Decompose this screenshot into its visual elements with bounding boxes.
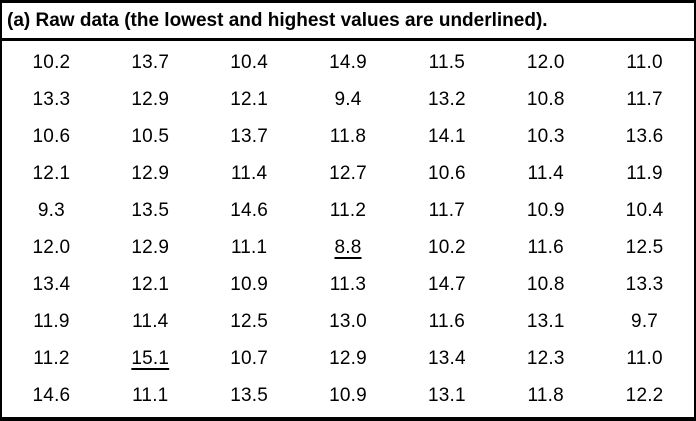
data-cell: 11.5 [428, 51, 466, 73]
data-cell-lowest: 8.8 [334, 236, 362, 258]
data-cell: 9.4 [334, 88, 362, 110]
data-cell: 13.3 [625, 273, 664, 295]
data-cell: 13.7 [131, 51, 170, 73]
data-cell: 13.1 [427, 384, 466, 406]
table-row: 10.6 10.5 13.7 11.8 14.1 10.3 13.6 [2, 118, 694, 155]
data-cell: 14.6 [32, 384, 71, 406]
data-cell: 11.4 [132, 310, 169, 332]
data-cell: 13.2 [427, 88, 466, 110]
table-row: 9.3 13.5 14.6 11.2 11.7 10.9 10.4 [2, 192, 694, 229]
data-cell: 12.0 [32, 236, 71, 258]
data-cell: 13.0 [329, 310, 367, 332]
data-cell: 10.4 [625, 199, 664, 221]
data-cell: 10.8 [526, 88, 565, 110]
data-cell: 10.6 [427, 162, 466, 184]
data-cell: 11.1 [230, 236, 268, 258]
data-cell: 12.9 [131, 236, 170, 258]
data-grid: 10.2 13.7 10.4 14.9 11.5 12.0 11.0 13.3 … [2, 41, 694, 417]
data-cell: 10.4 [230, 51, 269, 73]
data-cell: 11.7 [428, 199, 466, 221]
data-cell: 11.2 [329, 199, 367, 221]
table-row: 11.9 11.4 12.5 13.0 11.6 13.1 9.7 [2, 303, 694, 340]
data-cell: 11.8 [329, 125, 367, 147]
data-cell: 11.4 [527, 162, 564, 184]
data-cell: 13.4 [32, 273, 71, 295]
data-cell: 11.0 [626, 51, 663, 73]
data-cell: 12.5 [230, 310, 269, 332]
data-cell: 10.7 [230, 347, 269, 369]
data-cell: 14.6 [230, 199, 269, 221]
data-cell-highest: 15.1 [131, 347, 170, 369]
data-cell: 13.1 [526, 310, 565, 332]
data-cell: 13.5 [131, 199, 170, 221]
data-cell: 11.9 [626, 162, 663, 184]
data-cell: 12.5 [625, 236, 664, 258]
data-cell: 10.9 [230, 273, 269, 295]
data-cell: 13.5 [230, 384, 269, 406]
table-row: 12.0 12.9 11.1 8.8 10.2 11.6 12.5 [2, 229, 694, 266]
data-cell: 14.7 [427, 273, 466, 295]
data-cell: 11.6 [428, 310, 466, 332]
data-cell: 12.1 [230, 88, 269, 110]
data-cell: 11.7 [626, 88, 663, 110]
data-cell: 12.9 [131, 88, 170, 110]
data-cell: 13.4 [427, 347, 466, 369]
table-row: 11.2 15.1 10.7 12.9 13.4 12.3 11.0 [2, 340, 694, 377]
data-cell: 10.9 [329, 384, 367, 406]
data-cell: 11.4 [230, 162, 268, 184]
data-cell: 13.7 [230, 125, 269, 147]
data-cell: 12.2 [625, 384, 664, 406]
data-cell: 11.6 [527, 236, 564, 258]
data-cell: 12.3 [526, 347, 565, 369]
data-cell: 10.8 [526, 273, 565, 295]
data-cell: 14.1 [427, 125, 466, 147]
data-cell: 11.9 [33, 310, 70, 332]
table-row: 12.1 12.9 11.4 12.7 10.6 11.4 11.9 [2, 155, 694, 192]
data-cell: 9.7 [631, 310, 659, 332]
data-cell: 12.7 [329, 162, 367, 184]
data-cell: 10.3 [526, 125, 565, 147]
table-row: 13.3 12.9 12.1 9.4 13.2 10.8 11.7 [2, 81, 694, 118]
data-cell: 10.5 [131, 125, 170, 147]
data-cell: 11.0 [626, 347, 663, 369]
data-cell: 12.9 [131, 162, 170, 184]
data-cell: 10.2 [32, 51, 71, 73]
data-cell: 14.9 [329, 51, 367, 73]
data-cell: 13.3 [32, 88, 71, 110]
data-cell: 11.3 [329, 273, 367, 295]
data-cell: 11.2 [33, 347, 70, 369]
data-cell: 10.6 [32, 125, 71, 147]
table-row: 10.2 13.7 10.4 14.9 11.5 12.0 11.0 [2, 44, 694, 81]
table-row: 13.4 12.1 10.9 11.3 14.7 10.8 13.3 [2, 266, 694, 303]
data-cell: 13.6 [625, 125, 664, 147]
data-cell: 10.9 [526, 199, 565, 221]
data-cell: 12.1 [131, 273, 170, 295]
data-cell: 12.9 [329, 347, 367, 369]
table-caption: (a) Raw data (the lowest and highest val… [2, 3, 694, 41]
data-cell: 11.8 [527, 384, 564, 406]
data-cell: 9.3 [37, 199, 65, 221]
table-row: 14.6 11.1 13.5 10.9 13.1 11.8 12.2 [2, 377, 694, 414]
data-cell: 10.2 [427, 236, 466, 258]
data-cell: 12.0 [526, 51, 565, 73]
data-cell: 12.1 [32, 162, 71, 184]
data-cell: 11.1 [132, 384, 169, 406]
